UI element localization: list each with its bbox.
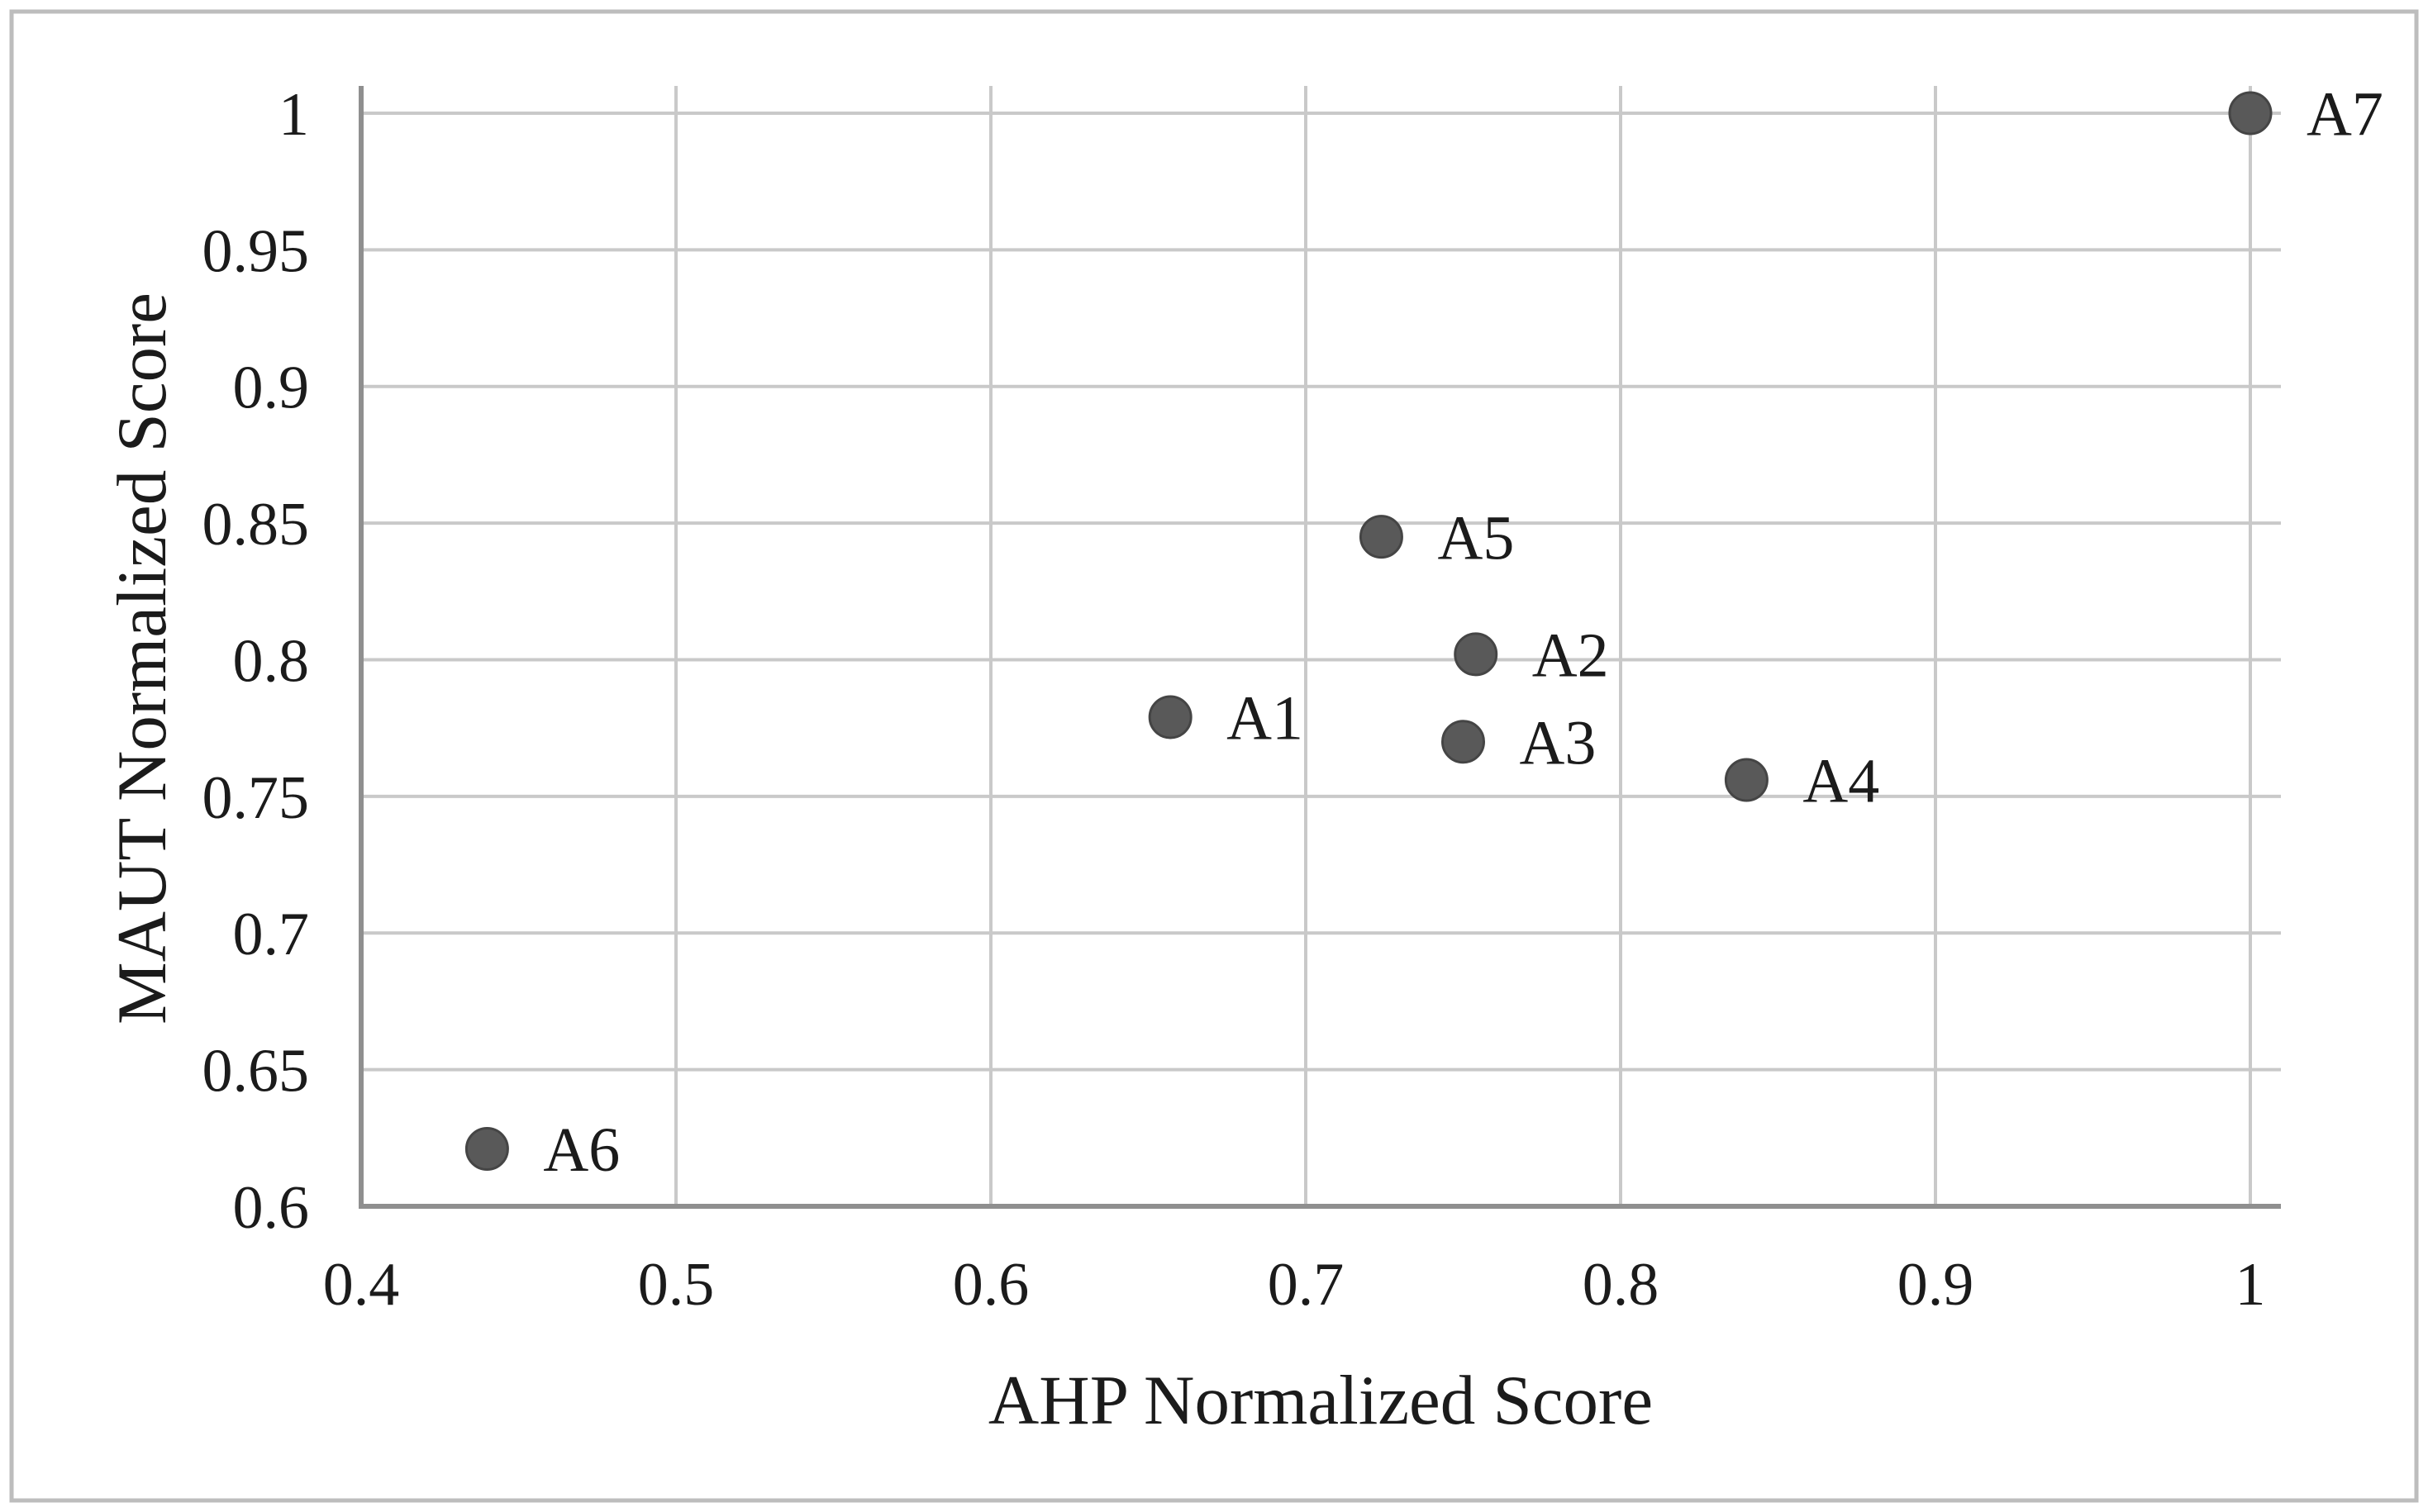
scatter-point-a4 (1724, 758, 1769, 802)
figure-border (9, 9, 2419, 1503)
x-tick-labels: 0.4 0.5 0.6 0.7 0.8 0.9 1 (323, 1251, 2266, 1319)
point-label-a4: A4 (1802, 747, 1879, 816)
y-tick-label: 0.6 (233, 1174, 310, 1242)
point-label-a1: A1 (1226, 684, 1303, 754)
y-tick-label: 0.95 (202, 217, 310, 285)
axis-lines (359, 86, 2281, 1209)
scatter-point-a2 (1454, 632, 1498, 677)
point-label-a6: A6 (543, 1115, 620, 1185)
scatter-point-a1 (1148, 695, 1193, 739)
scatter-point-a7 (2228, 91, 2273, 136)
y-tick-label: 0.7 (233, 901, 310, 968)
x-axis-title: AHP Normalized Score (988, 1362, 1653, 1439)
scatter-point-a5 (1359, 515, 1403, 559)
y-axis-title: MAUT Normalized Score (103, 292, 181, 1025)
point-labels: A1 A2 A3 A4 A5 A6 A7 (543, 80, 2383, 1186)
x-tick-label: 0.5 (638, 1251, 715, 1319)
scatter-point-a6 (464, 1127, 509, 1172)
gridlines (361, 86, 2281, 1206)
scatter-point-a3 (1441, 720, 1485, 764)
y-tick-label: 1 (279, 81, 309, 149)
x-tick-label: 0.8 (1583, 1251, 1659, 1319)
x-tick-label: 0.6 (953, 1251, 1030, 1319)
y-tick-label: 0.65 (202, 1038, 310, 1105)
point-label-a5: A5 (1437, 503, 1514, 573)
x-tick-label: 0.4 (323, 1251, 400, 1319)
x-tick-label: 1 (2235, 1251, 2266, 1319)
point-label-a2: A2 (1532, 620, 1609, 690)
y-tick-labels: 0.6 0.65 0.7 0.75 0.8 0.85 0.9 0.95 1 (202, 81, 310, 1242)
scatter-points (464, 91, 2273, 1172)
y-tick-label: 0.8 (233, 627, 310, 695)
x-tick-label: 0.9 (1897, 1251, 1974, 1319)
point-label-a7: A7 (2307, 80, 2383, 150)
y-tick-label: 0.85 (202, 491, 310, 559)
x-tick-label: 0.7 (1268, 1251, 1345, 1319)
y-tick-label: 0.75 (202, 764, 310, 832)
point-label-a3: A3 (1520, 708, 1597, 777)
y-tick-label: 0.9 (233, 354, 310, 422)
